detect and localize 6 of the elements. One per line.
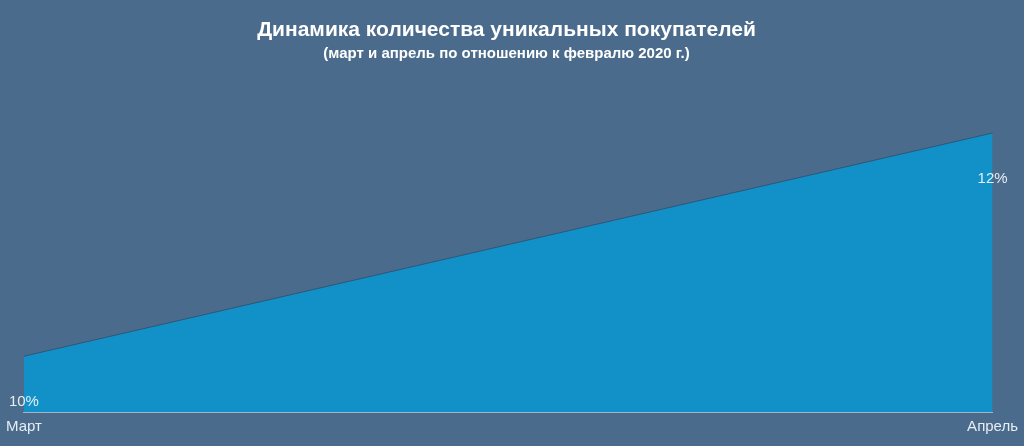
x-tick-label: Март (6, 417, 43, 435)
data-label: 12% (977, 169, 1008, 187)
x-tick-label: Апрель (967, 417, 1019, 435)
data-label: 10% (8, 392, 39, 410)
chart-title: Динамика количества уникальных покупателей (257, 17, 756, 41)
chart-subtitle: (март и апрель по отношению к февралю 2020 г.) (323, 44, 690, 62)
